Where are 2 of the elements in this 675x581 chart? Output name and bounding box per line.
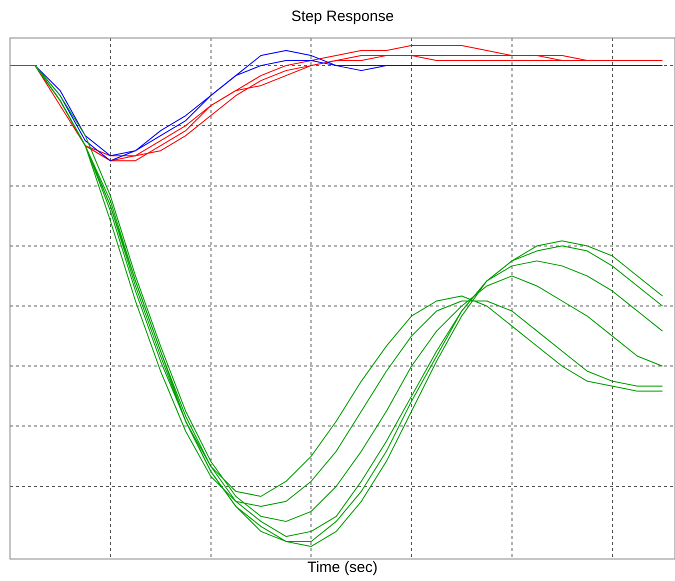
- chart-title: Step Response: [291, 8, 394, 26]
- x-axis-title: Time (sec): [307, 559, 378, 576]
